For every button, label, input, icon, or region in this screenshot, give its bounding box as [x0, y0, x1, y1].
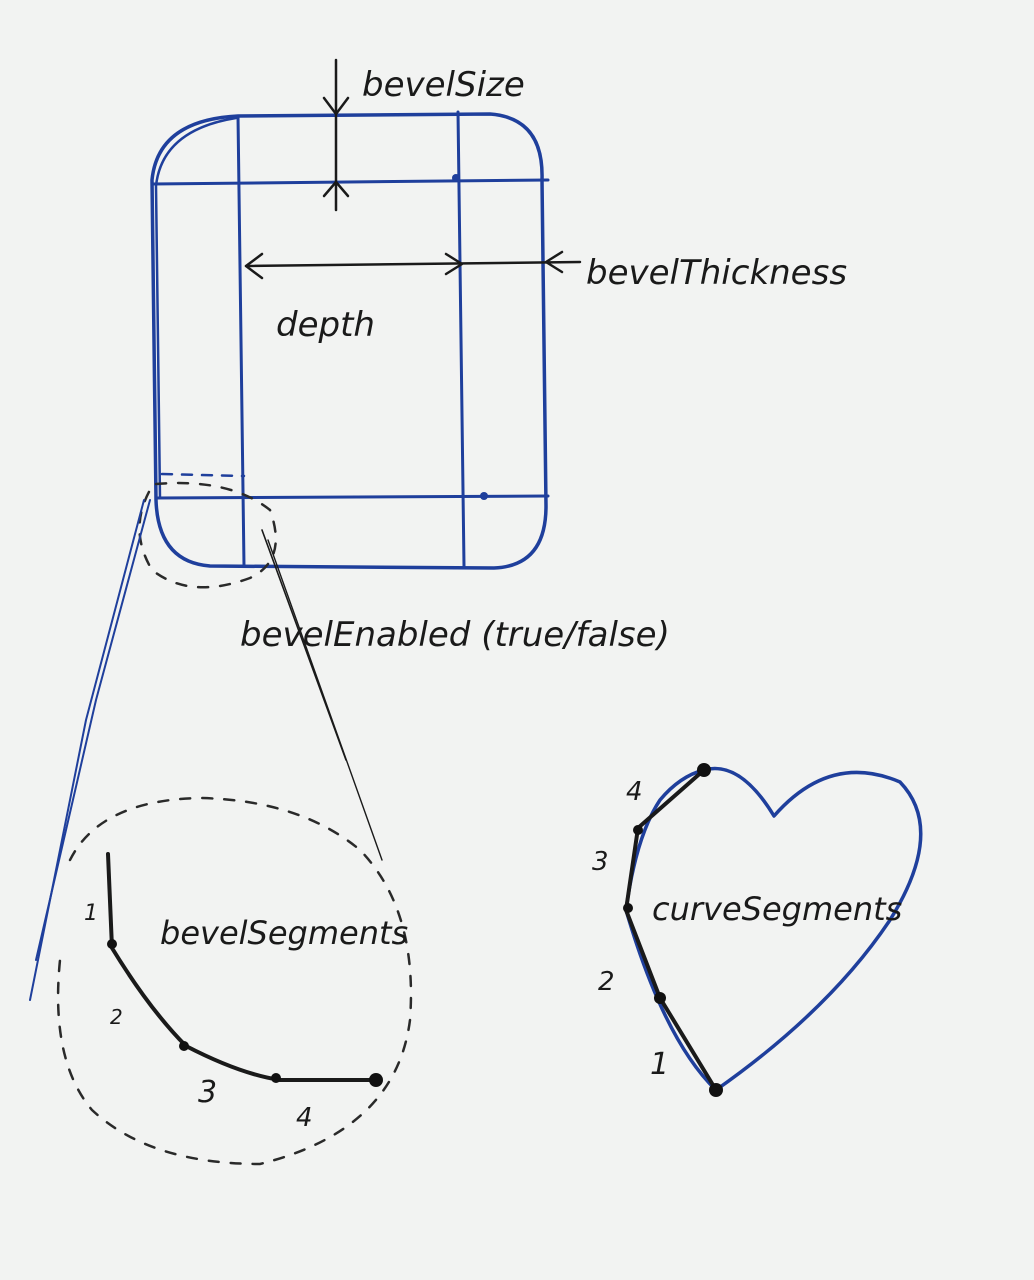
heart-shape — [623, 763, 923, 1097]
curve-point-0 — [709, 1083, 723, 1097]
bevel-point-1 — [107, 939, 117, 949]
curve-point-3 — [633, 825, 643, 835]
bevel-seg-num-2: 2 — [110, 1005, 123, 1029]
curve-segments-edge — [624, 768, 718, 1092]
bevel-point-3 — [271, 1073, 281, 1083]
curve-segments-label: curveSegments — [652, 890, 902, 928]
bevel-point-4 — [369, 1073, 383, 1087]
bevel-segments-zoom — [56, 796, 413, 1166]
curve-point-4 — [697, 763, 711, 777]
curve-point-1 — [654, 992, 666, 1004]
curve-point-2 — [623, 903, 633, 913]
inner-top-line — [150, 178, 550, 186]
box-outline-overdraw — [154, 116, 238, 500]
projection-lines — [29, 499, 383, 1001]
inner-left-line — [236, 114, 246, 568]
bevel-enabled-label: bevelEnabled (true/false) — [240, 615, 670, 655]
bevel-seg-num-1: 1 — [84, 901, 98, 926]
bevel-thickness-label: bevelThickness — [586, 253, 847, 293]
bevel-point-2 — [179, 1041, 189, 1051]
curve-seg-num-1: 1 — [650, 1047, 669, 1082]
curve-seg-num-4: 4 — [626, 777, 643, 807]
corner-zoom-circle — [138, 472, 278, 589]
bevel-seg-num-3: 3 — [198, 1075, 217, 1110]
bevel-size-marker — [322, 58, 350, 212]
bevel-box — [150, 110, 550, 570]
depth-arrow — [244, 250, 582, 280]
bevel-segments-label: bevelSegments — [160, 914, 408, 952]
inner-right-line — [456, 110, 466, 568]
box-outline — [150, 112, 548, 570]
curve-seg-num-2: 2 — [598, 967, 615, 997]
heart-outline — [624, 766, 923, 1092]
inner-bottom-line — [154, 494, 550, 500]
bevel-curve — [106, 852, 380, 1082]
zoom-dashed-circle — [56, 796, 413, 1166]
bevel-seg-num-4: 4 — [296, 1103, 313, 1133]
bevel-size-label: bevelSize — [362, 65, 525, 105]
depth-label: depth — [276, 305, 375, 345]
curve-seg-num-3: 3 — [592, 847, 609, 877]
